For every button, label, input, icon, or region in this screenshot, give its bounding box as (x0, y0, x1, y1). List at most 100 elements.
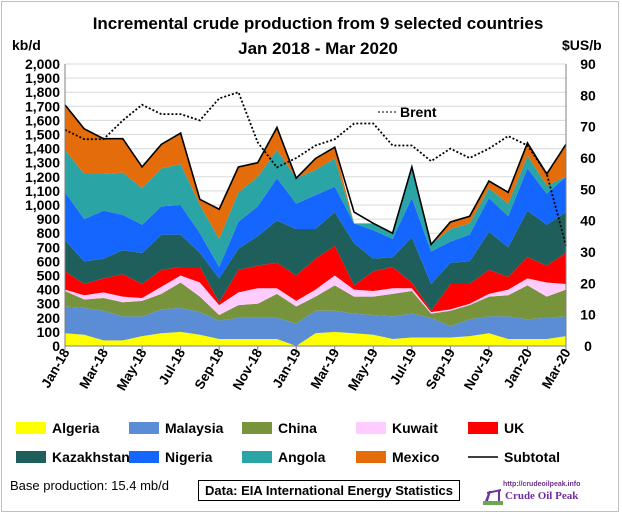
left-tick-label: 1,900 (25, 70, 60, 86)
subtotal-line (64, 104, 567, 247)
x-tick-label: Jul-18 (156, 346, 189, 388)
x-tick-label: Sep-19 (423, 346, 458, 392)
area-nigeria (65, 168, 566, 284)
logo-url: http://crudeoilpeak.info (503, 481, 581, 488)
x-tick-label: Nov-18 (230, 346, 266, 393)
x-axis-ticks: Jan-18 Mar-18 May-18 Jul-18 Sep-18 Nov-18 Jan-… (38, 346, 573, 394)
right-tick-label: 20 (580, 275, 596, 291)
legend-swatch (242, 422, 272, 434)
right-tick-label: 80 (580, 87, 596, 103)
left-tick-label: 800 (37, 225, 61, 241)
right-tick-label: 50 (580, 181, 596, 197)
area-angola (65, 150, 566, 268)
legend-label: Malaysia (165, 420, 224, 436)
right-tick-label: 70 (580, 119, 596, 135)
x-tick-label: Sep-18 (192, 346, 227, 392)
legend-item-china: China (242, 420, 317, 436)
right-tick-label: 0 (584, 338, 592, 354)
legend-label: Angola (278, 449, 326, 465)
legend-swatch (356, 451, 386, 463)
area-china (65, 282, 566, 327)
area-kazakhstan (65, 210, 566, 311)
data-source: Data: EIA International Energy Statistic… (198, 480, 461, 501)
legend-label: Kuwait (392, 420, 438, 436)
legend-swatch (129, 422, 159, 434)
legend-swatch (356, 422, 386, 434)
legend-item-nigeria: Nigeria (129, 449, 213, 465)
right-tick-label: 60 (580, 150, 596, 166)
legend-item-malaysia: Malaysia (129, 420, 224, 436)
legend-item-kuwait: Kuwait (356, 420, 438, 436)
legend: Algeria Malaysia China Kuwait UK Kazakhstan Ni… (16, 420, 560, 465)
left-tick-label: 600 (37, 253, 61, 269)
brent-label: Brent (400, 104, 437, 120)
legend-swatch (129, 451, 159, 463)
x-tick-label: Jan-20 (501, 346, 535, 391)
right-tick-label: 90 (580, 56, 596, 72)
left-tick-label: 100 (37, 324, 61, 340)
area-kuwait (65, 275, 566, 315)
legend-item-kazakhstan: Kazakhstan (16, 449, 130, 465)
legend-item-subtotal: Subtotal (468, 449, 560, 465)
oil-pump-icon (483, 489, 503, 505)
left-tick-label: 1,300 (25, 155, 60, 171)
left-tick-label: 1,800 (25, 84, 60, 100)
chart-subtitle: Jan 2018 - Mar 2020 (238, 39, 398, 58)
left-tick-label: 0 (52, 338, 60, 354)
right-axis-ticks: 0 10 20 30 40 50 60 70 80 90 (580, 56, 596, 354)
left-tick-label: 700 (37, 239, 61, 255)
x-tick-label: Mar-19 (308, 346, 343, 391)
left-axis-unit: kb/d (12, 37, 41, 53)
chart-title: Incremental crude production from 9 sele… (93, 14, 544, 33)
right-tick-label: 40 (580, 213, 596, 229)
legend-label: Subtotal (504, 449, 560, 465)
x-tick-label: May-19 (345, 346, 381, 393)
axes (64, 64, 567, 347)
legend-item-algeria: Algeria (16, 420, 100, 436)
x-tick-label: Mar-18 (76, 346, 111, 392)
left-tick-label: 400 (37, 282, 61, 298)
legend-item-mexico: Mexico (356, 449, 439, 465)
left-tick-label: 1,000 (25, 197, 60, 213)
brent-line (64, 91, 567, 246)
legend-label: China (278, 420, 317, 436)
left-tick-label: 900 (37, 211, 61, 227)
left-tick-label: 500 (37, 268, 61, 284)
right-tick-label: 10 (580, 307, 596, 323)
right-tick-label: 30 (580, 244, 596, 260)
x-tick-label: May-18 (114, 346, 150, 394)
legend-swatch (468, 422, 498, 434)
left-tick-label: 1,700 (25, 98, 60, 114)
x-tick-label: Nov-19 (461, 346, 496, 392)
x-tick-label: Mar-20 (539, 346, 574, 391)
crude-oil-peak-logo: http://crudeoilpeak.info Crude Oil Peak (483, 481, 598, 507)
legend-label: Algeria (52, 420, 100, 436)
area-malaysia (65, 306, 566, 346)
legend-swatch (16, 422, 46, 434)
base-production-note: Base production: 15.4 mb/d (10, 478, 169, 493)
legend-label: Kazakhstan (52, 449, 130, 465)
x-tick-label: Jan-19 (269, 346, 303, 391)
right-axis-unit: $US/b (562, 37, 602, 53)
legend-swatch (16, 451, 46, 463)
legend-item-uk: UK (468, 420, 524, 436)
legend-swatch (242, 451, 272, 463)
legend-label: UK (504, 420, 524, 436)
left-axis-ticks: 01002003004005006007008009001,0001,1001,… (25, 56, 60, 354)
left-tick-label: 1,400 (25, 141, 60, 157)
series-lines (64, 91, 567, 247)
legend-label: Mexico (392, 449, 439, 465)
left-tick-label: 300 (37, 296, 61, 312)
area-uk (65, 245, 566, 313)
legend-item-angola: Angola (242, 449, 326, 465)
logo-name: Crude Oil Peak (505, 490, 579, 502)
left-tick-label: 2,000 (25, 56, 60, 72)
left-tick-label: 1,600 (25, 112, 60, 128)
stacked-areas (65, 104, 566, 346)
x-tick-label: Jan-18 (38, 346, 73, 391)
left-tick-label: 1,500 (25, 127, 60, 143)
area-algeria (65, 331, 566, 346)
legend-label: Nigeria (165, 449, 213, 465)
